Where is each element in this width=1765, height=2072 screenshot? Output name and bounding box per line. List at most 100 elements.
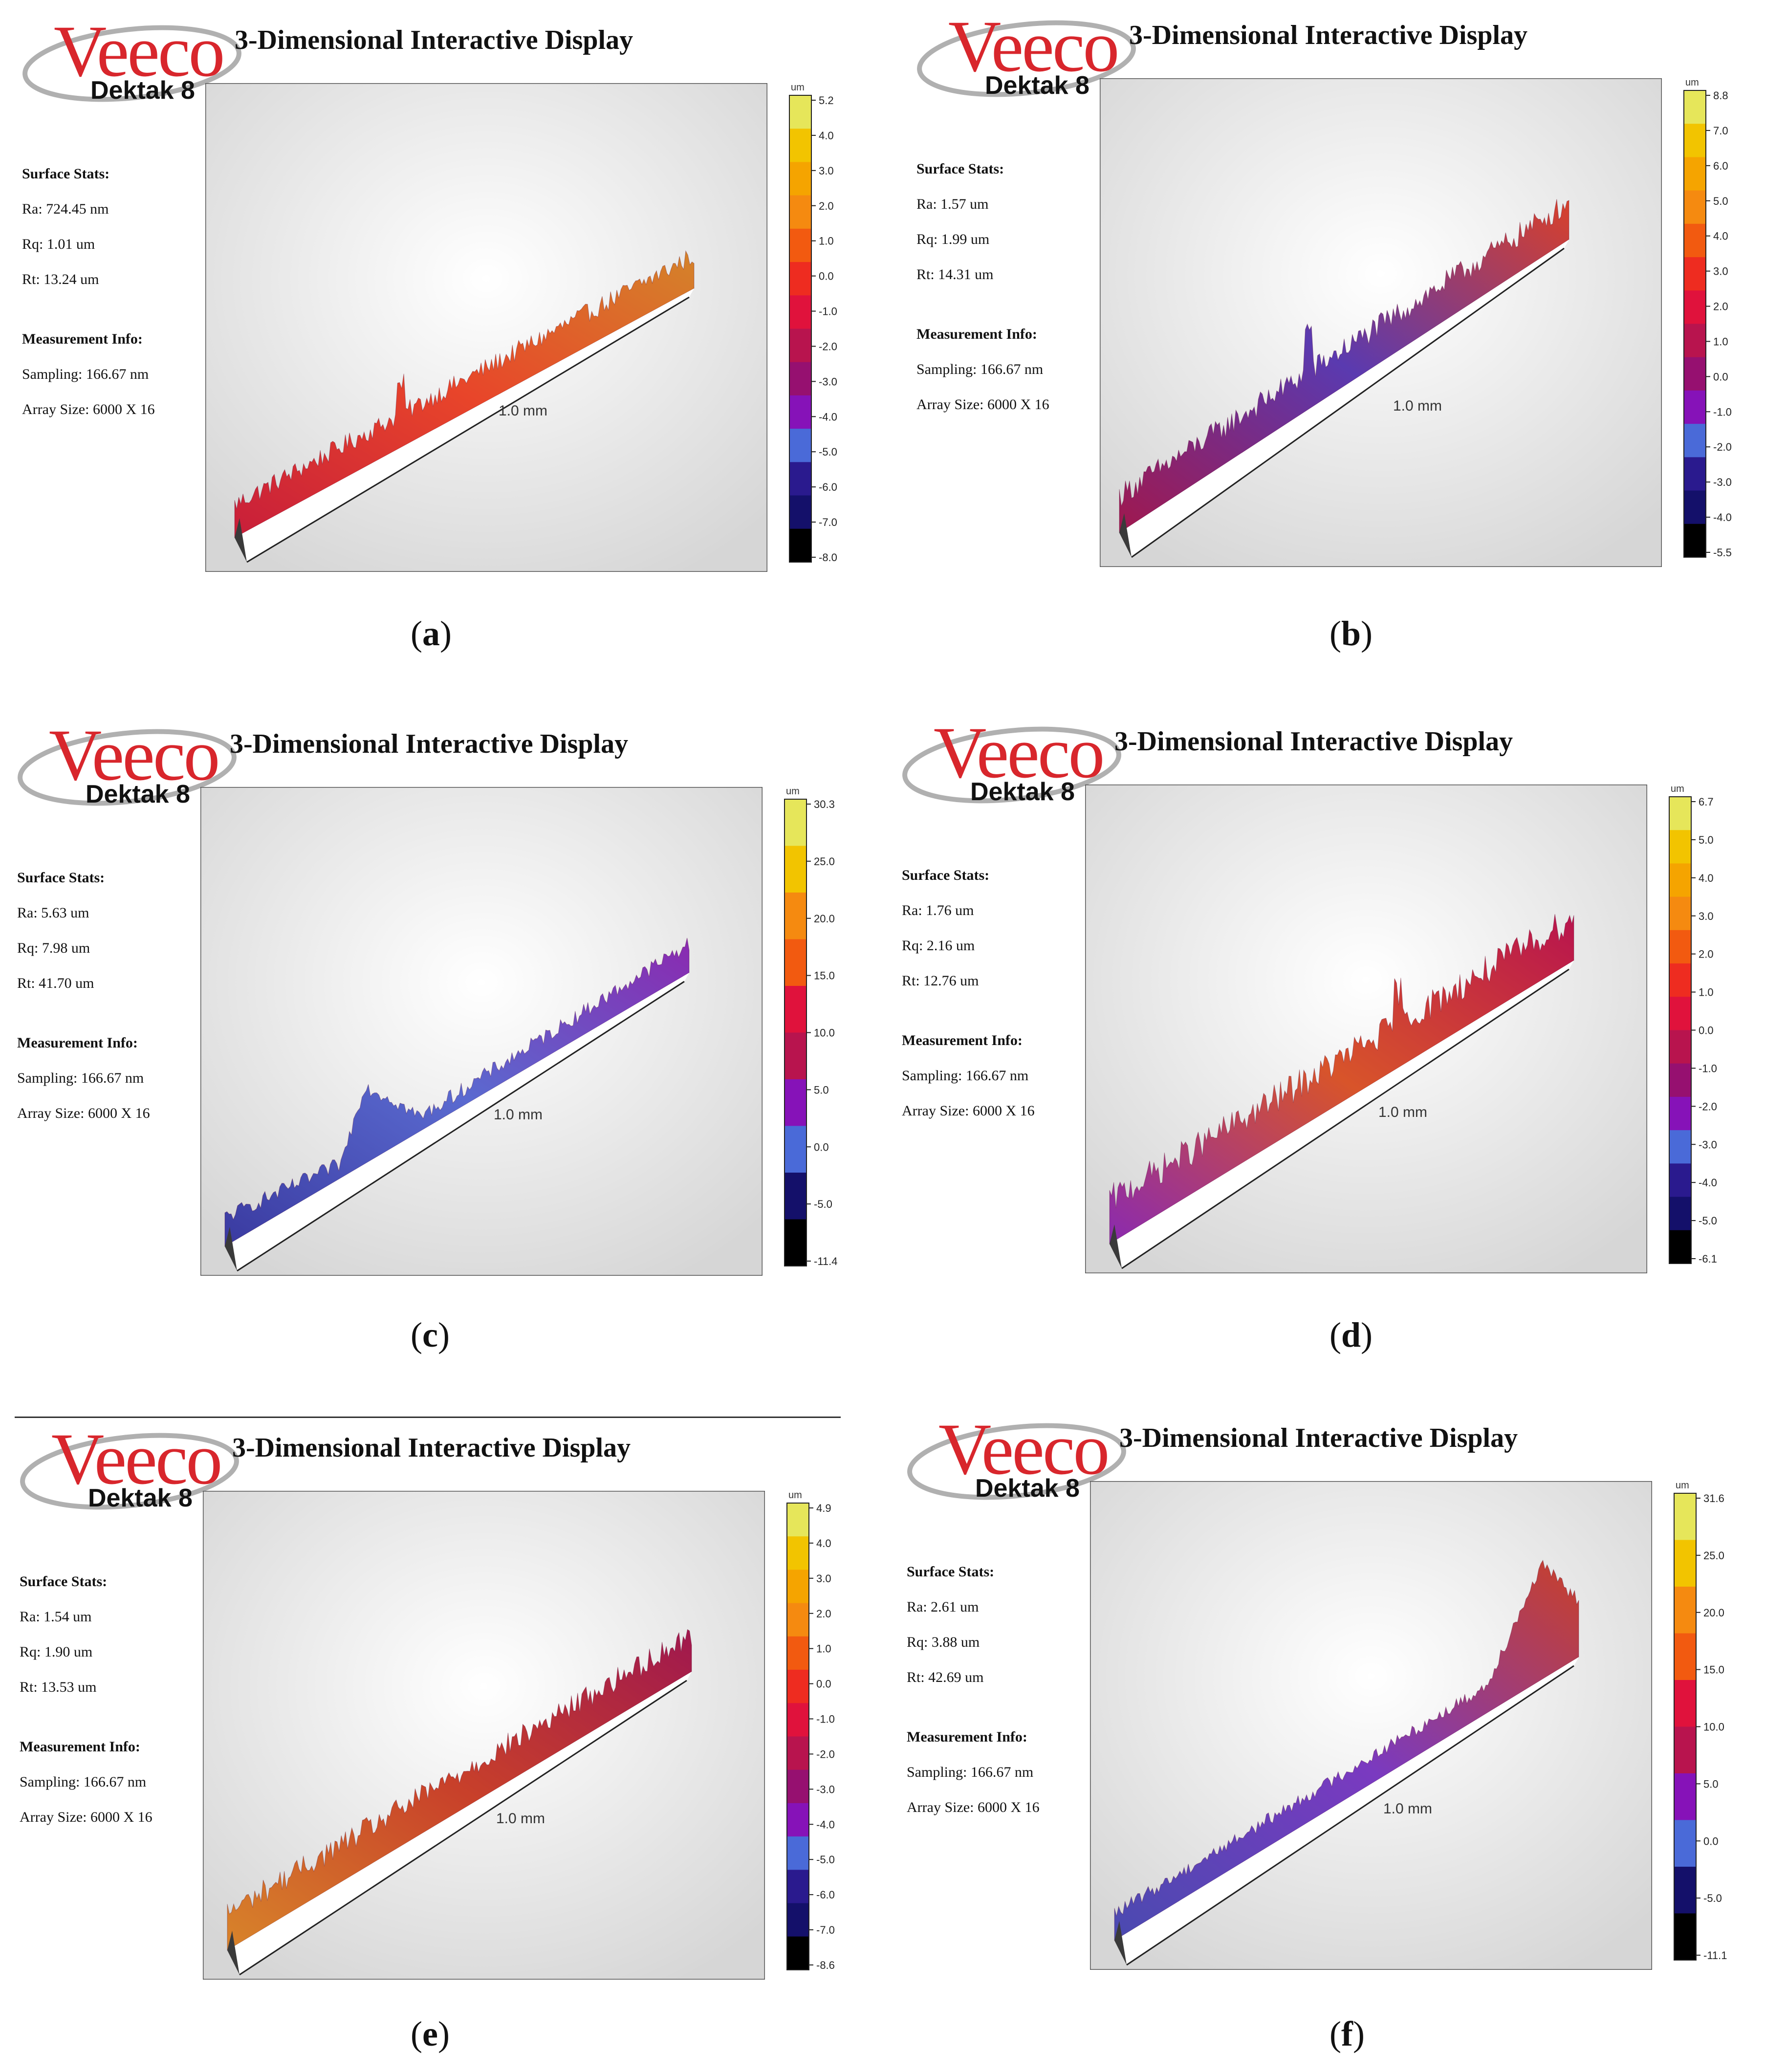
veeco-logo: Veeco Dektak 8: [15, 714, 269, 841]
ra-value: Ra: 1.76 um: [902, 902, 974, 918]
measurement-heading: Measurement Info:: [22, 331, 143, 347]
surface-plot: 1.0 mm: [203, 1491, 765, 1980]
surface-plot: 1.0 mm: [205, 83, 767, 572]
surface-plot-svg: 1.0 mm: [1085, 785, 1647, 1273]
colorbar-svg: um 6.7 5.0 4.0 3.0 2.0 1.0 0.0 -1.0 -2.0 -3.0 -4.0 -…: [1669, 784, 1717, 1265]
surface-plot: 1.0 mm: [1100, 78, 1662, 567]
colorbar-tick-label: 3.0: [1699, 910, 1714, 922]
colorbar-tick-label: 0.0: [1699, 1025, 1714, 1037]
colorbar-swatch: [784, 1219, 806, 1266]
surface-plot-svg: 1.0 mm: [203, 1491, 765, 1980]
colorbar-tick-label: 1.0: [819, 235, 834, 247]
caption-f: (f): [1329, 2014, 1365, 2053]
colorbar-tick-label: 25.0: [814, 855, 835, 868]
rt-value: Rt: 14.31 um: [916, 266, 994, 283]
colorbar-tick-label: -1.0: [816, 1713, 835, 1725]
array-size-value: Array Size: 6000 X 16: [907, 1799, 1040, 1815]
brand-name: Veeco: [54, 11, 225, 92]
colorbar-swatch: [789, 95, 811, 129]
veeco-logo: Veeco Dektak 8: [899, 711, 1154, 838]
colorbar-tick-label: 1.0: [1699, 986, 1714, 999]
display-title: 3-Dimensional Interactive Display: [1129, 20, 1528, 50]
colorbar-swatch: [787, 1803, 809, 1837]
colorbar-tick-label: 5.0: [1699, 834, 1714, 846]
measurement-heading: Measurement Info:: [20, 1739, 140, 1755]
colorbar-swatch: [789, 362, 811, 396]
colorbar-tick-label: -1.0: [819, 305, 837, 318]
surface-stats-heading: Surface Stats:: [902, 867, 990, 883]
colorbar-swatch: [789, 395, 811, 429]
colorbar-tick-label: -3.0: [1713, 476, 1732, 488]
colorbar-unit: um: [1685, 77, 1699, 88]
colorbar-swatch: [789, 328, 811, 363]
surface-plot-svg: 1.0 mm: [200, 787, 763, 1276]
brand-name: Veeco: [934, 712, 1105, 793]
colorbar-swatch: [787, 1936, 809, 1970]
colorbar-swatch: [789, 262, 811, 296]
measurement-heading: Measurement Info:: [17, 1035, 138, 1051]
colorbar-swatch: [1684, 257, 1706, 291]
colorbar-swatch: [1669, 863, 1691, 897]
colorbar-tick-label: 3.0: [816, 1572, 831, 1585]
profile-end-face: [235, 518, 247, 562]
colorbar-tick-label: -4.0: [1713, 511, 1732, 523]
panel-c: Veeco Dektak 8 3-Dimensional Interactive…: [15, 714, 855, 1349]
colorbar-swatch: [787, 1670, 809, 1703]
colorbar-swatch: [1684, 457, 1706, 491]
colorbar-swatch: [1674, 1587, 1696, 1634]
colorbar-tick-label: 4.0: [816, 1537, 831, 1549]
colorbar-tick-label: -5.0: [816, 1854, 835, 1866]
axis-length-label: 1.0 mm: [1393, 398, 1442, 414]
colorbar-tick-label: -11.1: [1703, 1949, 1727, 1962]
rt-value: Rt: 42.69 um: [907, 1669, 984, 1685]
colorbar-swatch: [1669, 1130, 1691, 1164]
colorbar-swatch: [1669, 1163, 1691, 1198]
surface-stats-heading: Surface Stats:: [916, 161, 1004, 177]
colorbar-tick-label: 0.0: [819, 270, 834, 283]
colorbar-swatch: [1669, 830, 1691, 864]
colorbar-tick-label: -4.0: [816, 1818, 835, 1831]
base-slab: [1119, 240, 1569, 557]
colorbar-tick-label: 10.0: [1703, 1721, 1724, 1733]
surface-profile: [1114, 1559, 1579, 1941]
colorbar-swatch: [1684, 157, 1706, 191]
rt-value: Rt: 13.24 um: [22, 271, 99, 287]
colorbar-unit: um: [788, 1490, 802, 1501]
colorbar-swatch: [787, 1736, 809, 1770]
colorbar-tick-label: -5.0: [814, 1198, 832, 1210]
colorbar-tick-label: 4.9: [816, 1502, 831, 1514]
rt-value: Rt: 13.53 um: [20, 1679, 97, 1695]
rq-value: Rq: 1.90 um: [20, 1644, 93, 1660]
colorbar-swatch: [789, 528, 811, 563]
surface-profile: [1119, 199, 1569, 533]
logo-ellipse-icon: [907, 1423, 1126, 1500]
colorbar-swatch: [789, 228, 811, 262]
colorbar: um 6.7 5.0 4.0 3.0 2.0 1.0 0.0 -1.0 -2.0 -3.0 -4.0 -…: [1667, 782, 1730, 1271]
colorbar-swatch: [1669, 930, 1691, 964]
colorbar-tick-label: -1.0: [1699, 1062, 1717, 1074]
colorbar-tick-label: -5.0: [1703, 1892, 1722, 1904]
sampling-value: Sampling: 166.67 nm: [902, 1068, 1029, 1084]
surface-plot-svg: 1.0 mm: [1100, 78, 1662, 567]
ra-value: Ra: 2.61 um: [907, 1599, 979, 1615]
colorbar-swatch: [1684, 523, 1706, 558]
rt-value: Rt: 12.76 um: [902, 973, 979, 989]
axis-length-label: 1.0 mm: [1378, 1104, 1427, 1120]
ra-value: Ra: 1.57 um: [916, 196, 989, 212]
colorbar: um 31.6 25.0 20.0 15.0 10.0 5.0 0.0 -5.0 -11.1: [1672, 1479, 1735, 1967]
array-size-value: Array Size: 6000 X 16: [20, 1809, 153, 1825]
brand-name: Veeco: [938, 1409, 1110, 1490]
display-title: 3-Dimensional Interactive Display: [232, 1433, 631, 1463]
colorbar-tick-label: 2.0: [1713, 301, 1728, 313]
ra-value: Ra: 1.54 um: [20, 1609, 92, 1625]
colorbar-swatch: [1684, 90, 1706, 124]
array-size-value: Array Size: 6000 X 16: [22, 401, 155, 417]
colorbar-swatch: [784, 1173, 806, 1220]
surface-plot-svg: 1.0 mm: [1090, 1481, 1652, 1970]
array-size-value: Array Size: 6000 X 16: [17, 1105, 150, 1121]
base-slab: [235, 288, 694, 562]
profile-end-face: [227, 1931, 240, 1975]
array-size-value: Array Size: 6000 X 16: [902, 1103, 1035, 1119]
colorbar-tick-label: 1.0: [1713, 335, 1728, 348]
panel-a: Veeco Dektak 8 3-Dimensional Interactive…: [20, 10, 860, 645]
